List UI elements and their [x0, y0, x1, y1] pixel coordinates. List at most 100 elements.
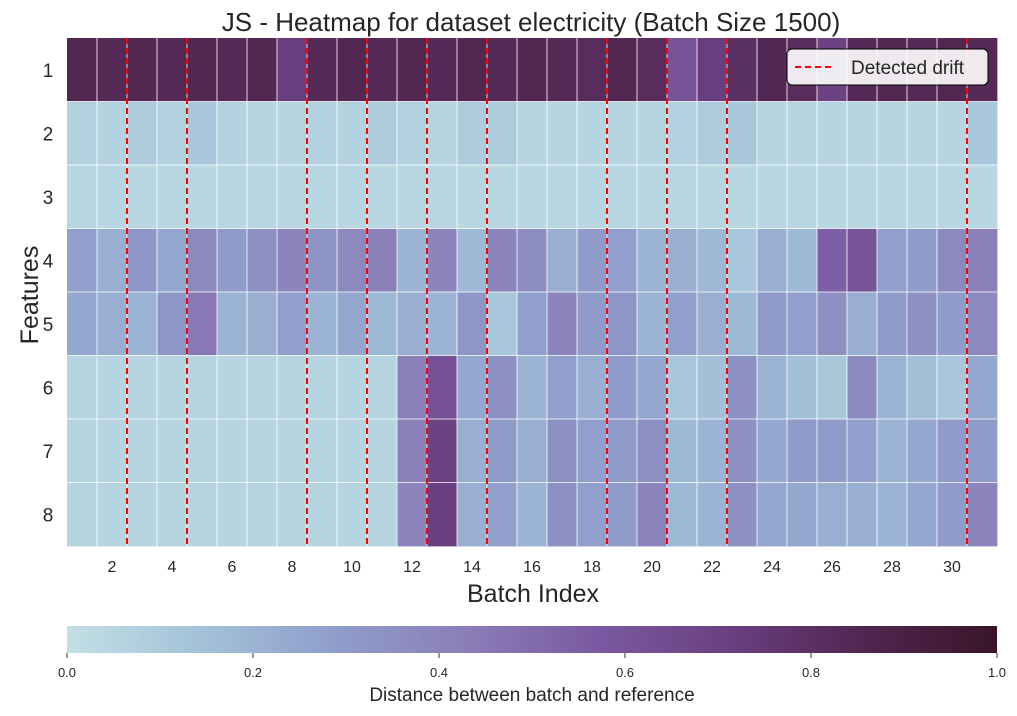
- heatmap-cell: [727, 38, 758, 102]
- heatmap-cell: [517, 38, 548, 102]
- heatmap-cell: [487, 228, 518, 293]
- heatmap-cell: [967, 228, 998, 293]
- heatmap-cell: [247, 292, 278, 356]
- colorbar-ticks: 0.0 0.2 0.4 0.6 0.8 1.0: [58, 653, 1006, 680]
- heatmap-cell: [817, 355, 848, 420]
- heatmap-cell: [757, 419, 788, 483]
- heatmap-cell: [217, 101, 248, 166]
- heatmap-cell: [277, 419, 308, 483]
- heatmap-cell: [547, 165, 578, 229]
- heatmap-cell: [427, 355, 458, 420]
- heatmap-cell: [607, 419, 638, 483]
- heatmap-cell: [127, 101, 158, 166]
- x-tick-label: 30: [943, 559, 961, 576]
- heatmap-cell: [727, 419, 758, 483]
- heatmap-cell: [937, 165, 968, 229]
- heatmap-cell: [787, 228, 818, 293]
- heatmap-cell: [577, 228, 608, 293]
- heatmap-cell: [247, 38, 278, 102]
- heatmap-cell: [577, 355, 608, 420]
- heatmap-cell: [697, 292, 728, 356]
- x-tick-label: 4: [168, 559, 177, 576]
- heatmap-cell: [757, 165, 788, 229]
- heatmap-cell: [457, 419, 488, 483]
- heatmap-cell: [847, 165, 878, 229]
- heatmap-cell: [517, 292, 548, 356]
- heatmap-cell: [457, 165, 488, 229]
- heatmap-cell: [307, 38, 338, 102]
- heatmap-cell: [637, 228, 668, 293]
- heatmap-cell: [157, 292, 188, 356]
- heatmap-cell: [937, 101, 968, 166]
- heatmap-cell: [67, 482, 98, 547]
- heatmap-cell: [877, 355, 908, 420]
- heatmap-cell: [847, 355, 878, 420]
- heatmap-cell: [367, 165, 398, 229]
- heatmap-cell: [427, 419, 458, 483]
- legend-label: Detected drift: [851, 58, 965, 79]
- heatmap-cell: [577, 38, 608, 102]
- heatmap-cell: [187, 101, 218, 166]
- chart-title: JS - Heatmap for dataset electricity (Ba…: [222, 7, 841, 37]
- heatmap-cell: [127, 292, 158, 356]
- heatmap-cell: [157, 38, 188, 102]
- heatmap-cell: [697, 228, 728, 293]
- heatmap-cell: [967, 482, 998, 547]
- heatmap-cell: [517, 101, 548, 166]
- heatmap-cell: [367, 38, 398, 102]
- x-tick-label: 6: [228, 559, 237, 576]
- colorbar-tick-label: 0.6: [616, 665, 634, 680]
- heatmap-cell: [307, 419, 338, 483]
- heatmap-cell: [187, 482, 218, 547]
- heatmap-cell: [67, 292, 98, 356]
- heatmap-cell: [157, 228, 188, 293]
- heatmap-cell: [67, 38, 98, 102]
- heatmap-cell: [817, 419, 848, 483]
- heatmap-cell: [667, 38, 698, 102]
- heatmap-cell: [397, 228, 428, 293]
- heatmap-cell: [247, 228, 278, 293]
- x-tick-label: 2: [108, 559, 117, 576]
- heatmap-cell: [517, 419, 548, 483]
- x-tick-label: 26: [823, 559, 841, 576]
- y-tick-label: 3: [43, 188, 54, 209]
- heatmap-cell: [307, 355, 338, 420]
- heatmap-cell: [517, 482, 548, 547]
- heatmap-cell: [427, 292, 458, 356]
- heatmap-cell: [247, 165, 278, 229]
- heatmap-cell: [67, 228, 98, 293]
- heatmap-cell: [487, 101, 518, 166]
- heatmap-cell: [667, 355, 698, 420]
- heatmap-cell: [217, 228, 248, 293]
- x-tick-label: 16: [523, 559, 541, 576]
- heatmap-cell: [307, 482, 338, 547]
- heatmap-cell: [337, 101, 368, 166]
- heatmap-cell: [547, 228, 578, 293]
- heatmap-cell: [277, 482, 308, 547]
- x-ticks: 2 4 6 8 10 12 14 16 18 20 22 24 26 28 30: [108, 559, 961, 576]
- heatmap-cell: [787, 292, 818, 356]
- heatmap-cell: [457, 101, 488, 166]
- heatmap-cell: [97, 165, 128, 229]
- heatmap-cell: [817, 165, 848, 229]
- heatmap-cell: [877, 101, 908, 166]
- heatmap-cell: [547, 419, 578, 483]
- heatmap-cell: [457, 355, 488, 420]
- heatmap-cell: [967, 355, 998, 420]
- heatmap-cell: [697, 101, 728, 166]
- heatmap-cell: [847, 292, 878, 356]
- x-tick-label: 18: [583, 559, 601, 576]
- heatmap-cell: [97, 355, 128, 420]
- heatmap-cell: [337, 228, 368, 293]
- heatmap-cell: [727, 292, 758, 356]
- heatmap-cell: [187, 419, 218, 483]
- heatmap-cell: [457, 38, 488, 102]
- heatmap-cell: [547, 355, 578, 420]
- heatmap-cell: [637, 292, 668, 356]
- heatmap-cell: [577, 292, 608, 356]
- heatmap-cell: [337, 38, 368, 102]
- heatmap-cell: [847, 228, 878, 293]
- colorbar-tick-label: 0.2: [244, 665, 262, 680]
- legend-box: [786, 48, 989, 86]
- heatmap-cell: [67, 419, 98, 483]
